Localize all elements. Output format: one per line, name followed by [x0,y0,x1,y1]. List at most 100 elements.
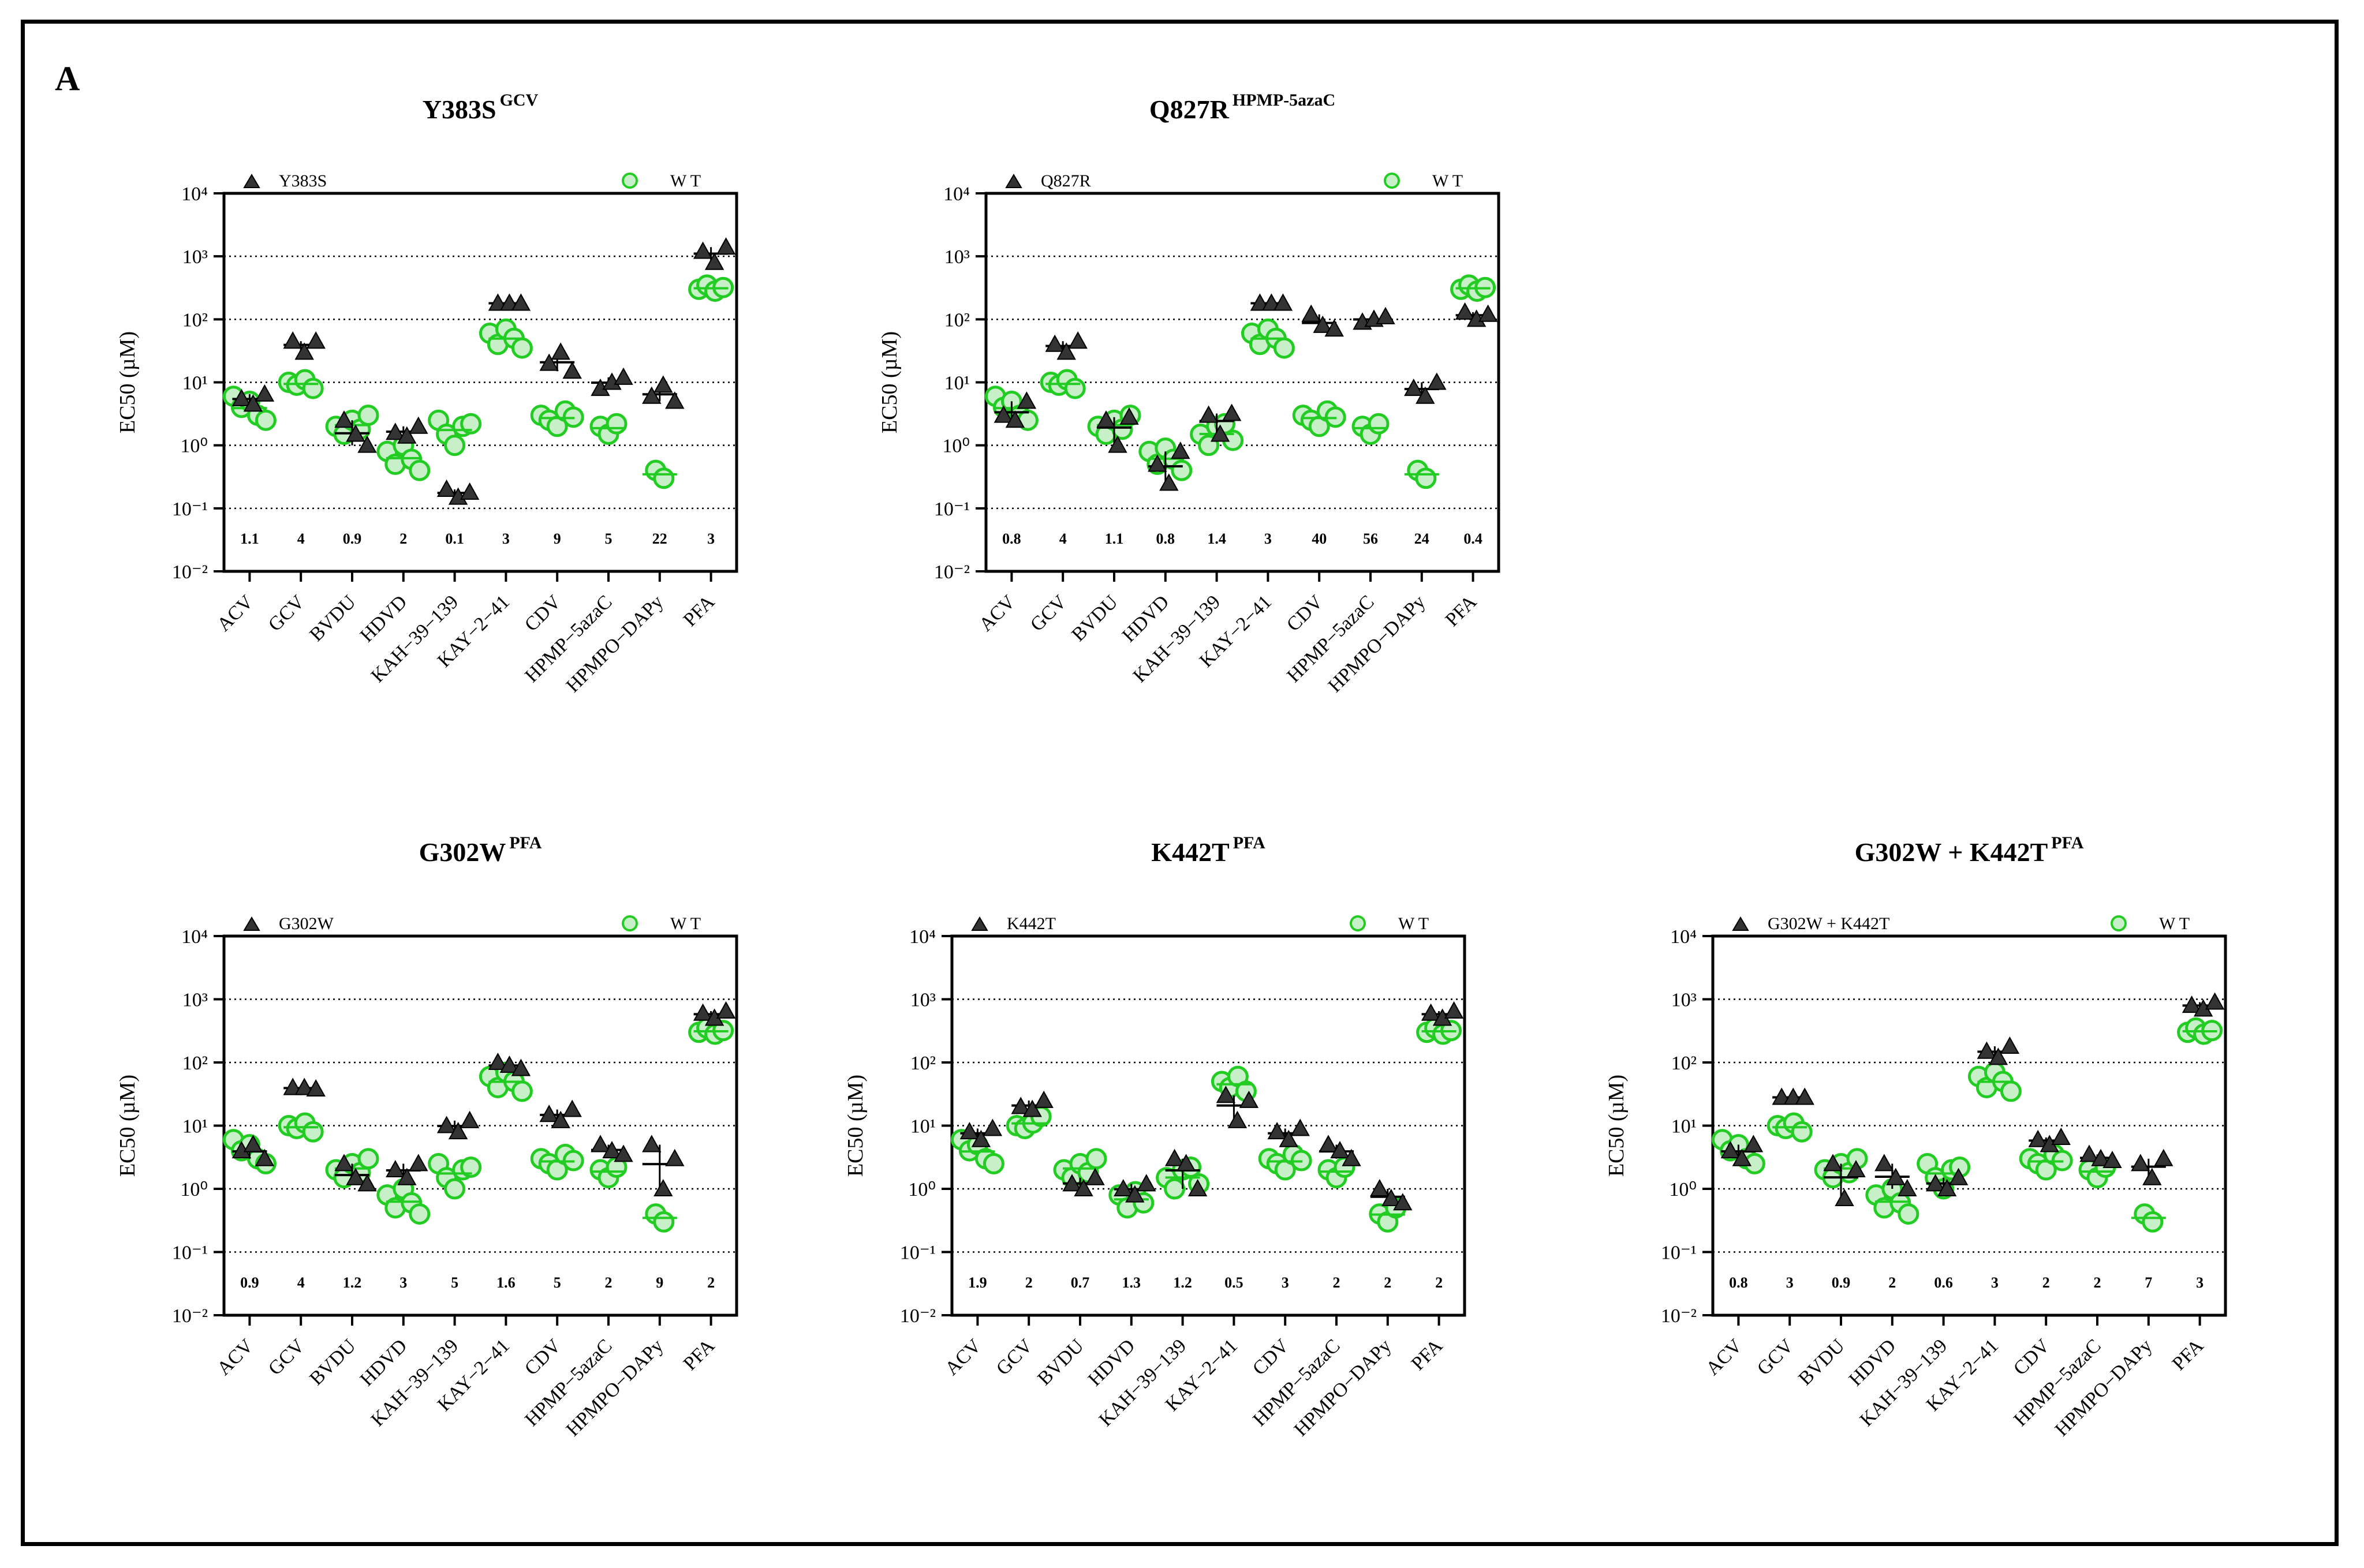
fold-change-label: 3 [1282,1274,1289,1291]
mutant-point [334,410,354,428]
mutant-point [1005,410,1025,428]
mutant-point [693,241,713,259]
wt-point [653,1211,675,1233]
wt-point [302,377,324,399]
chart-0: Y383S GCV Y383S W T 10⁻² 10⁻¹ 10⁰ 10¹ 10² 10³ 10⁴ E… [115,91,738,697]
y-tick-label: 10⁻² [172,1305,208,1327]
mutant-point [1319,1135,1338,1152]
fold-change-label: 1.4 [1207,530,1226,547]
mutant-point [460,1110,480,1128]
y-tick-label: 10⁴ [181,184,208,205]
mutant-point [2091,1148,2111,1166]
mutant-point [716,1001,736,1019]
mutant-point [642,1135,662,1152]
legend-mutant-marker [1005,174,1022,188]
mutant-point [1045,334,1065,352]
mutant-point [397,426,417,444]
fold-change-label: 2 [707,1274,715,1291]
y-tick-label: 10⁻¹ [172,499,208,520]
fold-change-label: 22 [652,530,667,547]
mutant-point [1108,435,1127,453]
mutant-point [409,416,428,434]
mutant-point [283,331,302,349]
mutant-point [994,405,1014,423]
mutant-point [1772,1087,1791,1105]
y-tick-label: 10⁻¹ [172,1243,208,1264]
chart-2: G302W PFA G302W W T 10⁻² 10⁻¹ 10⁰ 10¹ 10² 10³ 10⁴ E… [115,833,738,1440]
mutant-point [665,391,685,409]
y-tick-label: 10⁻² [900,1305,936,1327]
legend-mutant-label: Q827R [1041,171,1091,190]
mutant-point [1137,1174,1156,1192]
fold-change-label: 1.1 [1105,530,1124,547]
mutant-point [1159,473,1179,491]
y-tick-label: 10² [1671,1053,1697,1074]
y-tick-label: 10¹ [944,373,970,394]
chart-1: Q827R HPMP-5azaC Q827R W T 10⁻² 10⁻¹ 10⁰ 10¹ 10²… [877,91,1500,697]
mutant-point [243,1135,263,1152]
fold-change-label: 3 [707,530,715,547]
mutant-point [1925,1174,1945,1192]
mutant-point [562,1099,582,1117]
y-tick-label: 10¹ [182,373,208,394]
wt-point [444,1178,466,1200]
x-tick-label: ACV [975,591,1019,635]
mutant-point [959,1122,980,1140]
chart-4: G302W + K442T PFA G302W + K442T W T 10⁻² 10⁻¹… [1604,833,2227,1440]
mutant-point [1114,1178,1133,1196]
mutant-point [1427,372,1447,390]
y-tick-label: 10⁻¹ [1661,1243,1697,1264]
mutant-point [2142,1167,2162,1185]
y-tick-label: 10⁴ [1670,926,1697,948]
y-tick-label: 10³ [944,246,970,268]
y-tick-label: 10⁻¹ [934,499,970,520]
y-axis-label: EC50 (µM) [115,1075,140,1177]
fold-change-label: 4 [1059,530,1067,547]
chart-title: Q827R HPMP-5azaC [1149,91,1335,124]
mutant-point [1210,424,1230,442]
mutant-point [1011,1097,1030,1114]
y-tick-label: 10⁰ [180,1179,208,1200]
mutant-point [2102,1150,2122,1169]
mutant-point [642,386,662,404]
fold-change-label: 0.9 [240,1274,259,1291]
x-tick-label: CDV [521,591,565,635]
fold-change-label: 5 [451,1274,458,1291]
fold-change-label: 9 [554,530,561,547]
fold-change-label: 0.6 [1934,1274,1953,1291]
fold-change-label: 1.2 [1173,1274,1192,1291]
mutant-point [488,1052,508,1070]
mutant-point [1022,1099,1042,1117]
mutant-point [1267,1122,1287,1140]
mutant-point [357,1174,377,1192]
mutant-point [1743,1135,1764,1152]
mutant-point [1085,1167,1105,1185]
mutant-point [1977,1041,1997,1059]
fold-change-label: 2 [605,1274,613,1291]
legend-mutant-label: G302W + K442T [1768,914,1889,933]
mutant-point [409,1154,428,1172]
legend-wt-label: W T [670,914,701,933]
fold-change-label: 5 [605,530,613,547]
x-tick-label: PFA [2168,1335,2208,1375]
legend-wt-marker [622,173,638,189]
mutant-point [2079,1144,2099,1162]
mutant-point [1017,391,1037,409]
mutant-point [1279,1129,1298,1147]
wt-point [606,413,628,435]
y-tick-label: 10² [944,309,970,331]
mutant-point [1342,1148,1361,1166]
legend-wt-marker [622,915,638,931]
fold-change-label: 0.7 [1071,1274,1090,1291]
legend-mutant-marker [971,916,988,931]
chart-title-superscript: PFA [2051,833,2083,852]
fold-change-label: 24 [1414,530,1429,547]
legend-wt-label: W T [2159,914,2190,933]
y-axis-label: EC50 (µM) [115,331,140,433]
mutant-point [1948,1167,1969,1185]
fold-change-label: 2 [399,530,407,547]
fold-change-label: 2 [2042,1274,2050,1291]
x-tick-label: CDV [1249,1335,1293,1379]
fold-change-label: 0.5 [1224,1274,1243,1291]
mutant-point [1148,454,1167,472]
